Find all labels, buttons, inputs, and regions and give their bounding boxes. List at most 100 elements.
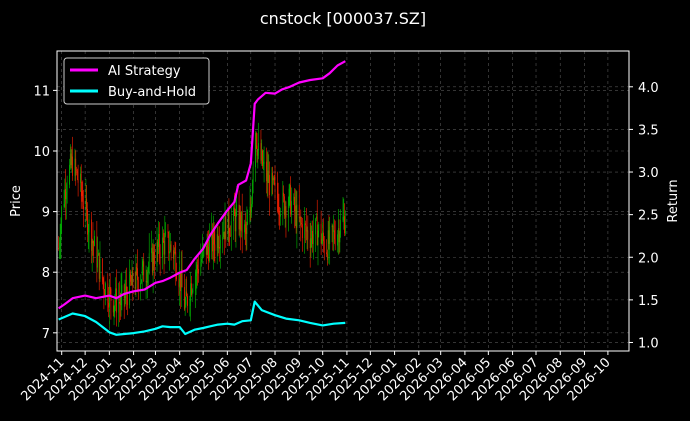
candle-body [263,161,265,164]
candle-body [119,301,120,304]
candle-body [344,224,346,234]
candle-body [306,230,308,232]
candle-body [304,223,306,239]
candle-body [255,133,256,168]
candle-body [74,158,76,176]
candle-body [312,234,314,244]
candle-body [148,266,149,273]
candle-body [326,252,327,255]
candle-body [114,302,116,307]
candle-body [192,290,194,292]
series-line-buy-and-hold [58,300,346,336]
candle-body [103,281,105,293]
candle-body [208,246,209,261]
candle-body [329,227,331,244]
candle-body [141,279,142,283]
candle-body [284,206,286,216]
candle-body [219,247,220,249]
candle-body [162,237,164,241]
candle-body [279,211,281,217]
candle-body [165,231,166,236]
candle-body [187,296,188,306]
candle-body [328,230,330,244]
candle-body [252,167,254,184]
candle-body [247,222,249,225]
candle-body [154,263,156,266]
y-tick-label-left: 8 [42,266,50,281]
y-tick-label-right: 2.0 [638,251,659,266]
candle-body [75,158,77,170]
candle-body [282,192,284,215]
candle-body [107,283,109,304]
candle-body [175,252,177,276]
candle-body [307,230,309,240]
candle-body [241,211,242,231]
candle-body [135,267,137,289]
candle-body [305,223,306,225]
y-tick-label-right: 4.0 [638,81,659,96]
candle-body [109,286,110,308]
candle-body [80,173,81,183]
candle-body [244,224,246,228]
candle-body [244,224,245,233]
candle-body [205,245,207,255]
candle-body [320,223,322,244]
candle-body [136,267,138,269]
candle-body [323,232,324,242]
candle-body [143,261,145,282]
candle-body [113,306,115,313]
candle-body [309,239,311,248]
candle-body [189,301,191,306]
candle-body [238,204,240,230]
candle-body [277,182,278,199]
candle-body [255,133,257,146]
candle-body [339,233,341,243]
candle-body [104,292,106,297]
y-tick-label-left: 7 [42,327,50,342]
candle-body [267,170,269,183]
candle-body [200,261,202,274]
candle-body [294,196,295,212]
candle-body [288,188,290,206]
candle-body [216,234,218,251]
y-tick-label-left: 10 [33,145,50,160]
candle-body [271,172,273,196]
candle-body [227,210,229,242]
candle-body [291,201,292,215]
candle-body [131,270,133,286]
candle-body [214,244,216,251]
candle-body [262,150,263,167]
candle-body [120,292,122,306]
candle-body [125,286,127,294]
candle-body [132,270,134,288]
candle-body [343,216,345,217]
candle-body [59,242,61,247]
candle-body [316,216,318,246]
candle-body [289,185,291,189]
candle-body [301,223,302,225]
candle-body [83,206,84,209]
candle-body [97,255,98,268]
candle-body [333,230,334,232]
candle-body [340,220,342,234]
candle-body [312,230,313,244]
candle-body [121,285,123,293]
candle-body [302,224,303,239]
candle-body [152,251,154,273]
candle-body [180,269,182,292]
candle-body [322,232,324,240]
candle-body [285,206,287,218]
candle-body [295,205,297,228]
candle-body [137,268,138,281]
candle-layer [58,122,346,328]
y-tick-label-left: 9 [42,206,50,221]
candle-body [69,164,70,185]
candle-body [236,204,238,212]
candle-body [80,173,82,192]
candle-body [72,156,73,176]
candle-body [327,230,329,260]
y-tick-label-right: 1.5 [638,294,659,309]
candle-body [233,207,234,222]
y-tick-label-right: 1.0 [638,336,659,351]
candle-body [225,216,227,242]
